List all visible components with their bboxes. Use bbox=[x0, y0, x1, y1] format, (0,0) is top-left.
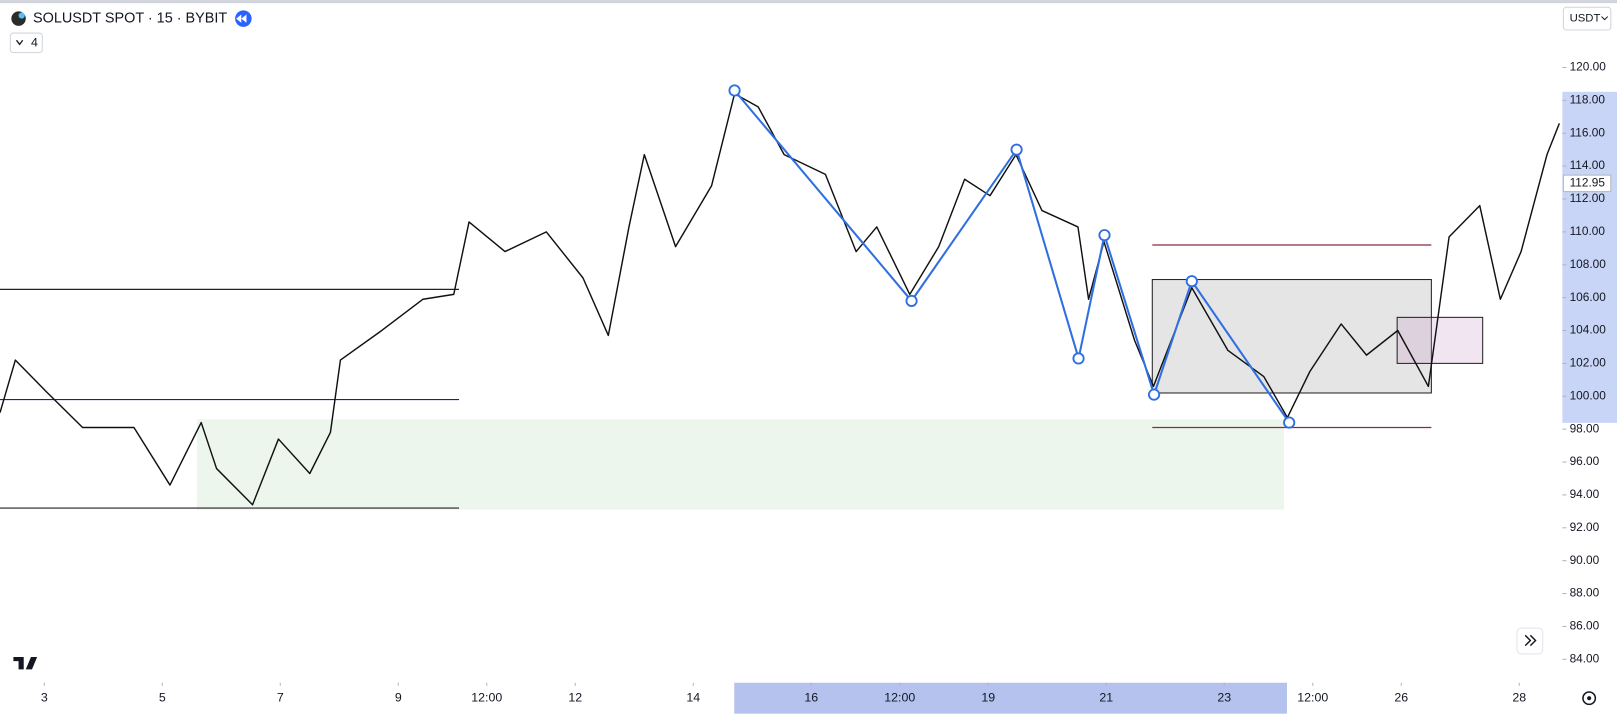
symbol-title: SOLUSDT SPOT · 15 · BYBIT bbox=[33, 10, 227, 26]
zone-box bbox=[1396, 316, 1484, 364]
indicator-count: 4 bbox=[31, 36, 38, 50]
x-tick-label: 26 bbox=[1394, 690, 1408, 704]
y-axis-selection bbox=[1562, 91, 1617, 423]
y-tick-label: 90.00 bbox=[1570, 553, 1600, 567]
zigzag-point bbox=[1185, 275, 1198, 288]
indicators-toggle[interactable] bbox=[9, 32, 43, 54]
y-tick-label: 106.00 bbox=[1570, 290, 1607, 304]
zigzag-line bbox=[733, 89, 1291, 424]
x-tick-label: 16 bbox=[804, 690, 818, 704]
y-tick-label: 104.00 bbox=[1570, 323, 1607, 337]
settings-icon-center bbox=[1587, 696, 1592, 701]
y-tick-label: 92.00 bbox=[1570, 520, 1600, 534]
x-tick-label: 12:00 bbox=[884, 690, 915, 704]
last-price-label: 112.95 bbox=[1570, 175, 1606, 189]
x-tick-label: 14 bbox=[686, 690, 700, 704]
zigzag-point bbox=[1283, 416, 1296, 429]
zigzag-point bbox=[1010, 143, 1023, 156]
y-tick-label: 116.00 bbox=[1570, 125, 1606, 139]
last-price-box bbox=[1562, 174, 1612, 193]
y-tick-label: 118.00 bbox=[1570, 92, 1606, 106]
y-tick-label: 112.00 bbox=[1570, 191, 1606, 205]
symbol-icon-dot bbox=[18, 12, 25, 19]
plot-area bbox=[0, 84, 1561, 510]
top-border bbox=[0, 0, 1617, 4]
y-tick-label: 100.00 bbox=[1570, 388, 1607, 402]
settings-button[interactable] bbox=[1582, 691, 1597, 706]
x-tick-label: 23 bbox=[1217, 690, 1231, 704]
y-tick-label: 108.00 bbox=[1570, 257, 1607, 271]
axes: 84.00 86.00 88.00 90.00 92.00 94.00 96.00 98.00… bbox=[41, 60, 1612, 704]
y-tick-label: 88.00 bbox=[1570, 586, 1600, 600]
price-line bbox=[0, 93, 1561, 506]
x-tick-label: 21 bbox=[1099, 690, 1113, 704]
x-tick-label: 5 bbox=[159, 690, 166, 704]
zigzag-point bbox=[905, 294, 918, 308]
tradingview-logo[interactable] bbox=[13, 656, 38, 670]
currency-label: USDT bbox=[1570, 13, 1601, 25]
y-tick-label: 102.00 bbox=[1570, 356, 1607, 370]
x-tick-label: 12:00 bbox=[471, 690, 502, 704]
zone-box bbox=[197, 419, 1284, 510]
y-tick-label: 84.00 bbox=[1570, 651, 1600, 665]
y-tick-label: 96.00 bbox=[1570, 454, 1600, 468]
x-tick-label: 12:00 bbox=[1297, 690, 1328, 704]
y-tick-label: 120.00 bbox=[1570, 60, 1607, 74]
y-tick-label: 110.00 bbox=[1570, 224, 1606, 238]
zigzag-point bbox=[1098, 229, 1111, 242]
zone-box bbox=[1151, 279, 1432, 394]
x-tick-label: 9 bbox=[395, 690, 402, 704]
currency-dropdown[interactable] bbox=[1562, 6, 1612, 31]
y-tick-label: 94.00 bbox=[1570, 487, 1600, 501]
zigzag-point bbox=[1072, 352, 1085, 365]
y-tick-label: 98.00 bbox=[1570, 421, 1600, 435]
replay-icon bbox=[236, 14, 247, 23]
x-tick-label: 28 bbox=[1512, 690, 1526, 704]
zigzag-point bbox=[1147, 388, 1161, 401]
y-tick-label: 86.00 bbox=[1570, 619, 1600, 633]
x-tick-label: 3 bbox=[41, 690, 48, 704]
x-tick-label: 7 bbox=[277, 690, 284, 704]
x-tick-label: 12 bbox=[568, 690, 582, 704]
x-tick-label: 19 bbox=[981, 690, 995, 704]
dropdown-chevron bbox=[1601, 16, 1609, 21]
scroll-icon bbox=[1524, 634, 1537, 647]
chevron-icon bbox=[15, 39, 24, 46]
zigzag-point bbox=[728, 84, 741, 97]
x-axis-selection bbox=[734, 682, 1287, 714]
y-tick-label: 114.00 bbox=[1570, 158, 1606, 172]
